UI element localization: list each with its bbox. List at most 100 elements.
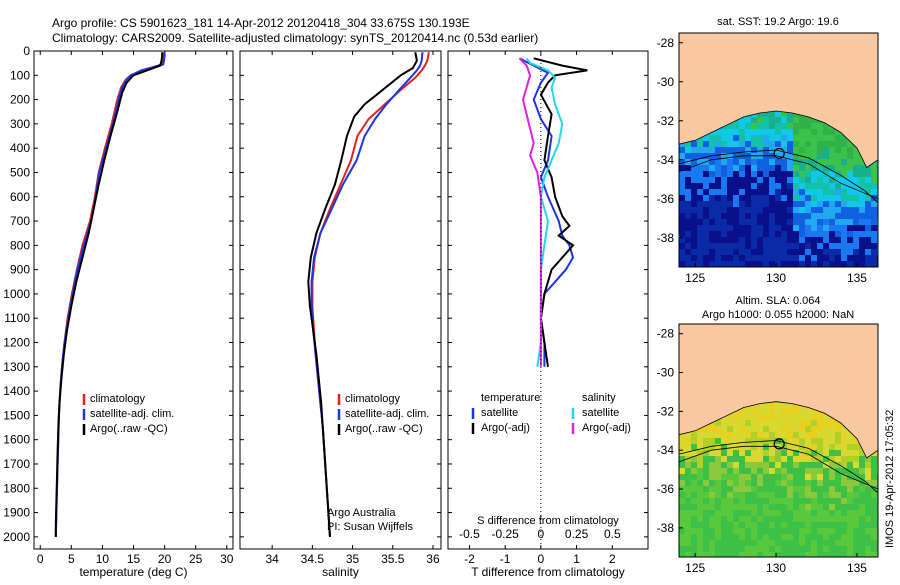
sst-map-cell (781, 207, 788, 214)
temperature-ytick-label: 1100 (4, 311, 30, 325)
sla-map-cell (721, 540, 728, 547)
sst-map-cell (715, 159, 722, 166)
sla-map-cell (697, 462, 704, 469)
salinity-series-line (310, 52, 424, 537)
sla-map-cell (679, 474, 686, 481)
sla-map-cell (781, 522, 788, 529)
temperature-xlabel: temperature (deg C) (79, 565, 187, 579)
sla-map-cell (709, 444, 716, 451)
sla-map-cell (733, 432, 740, 439)
sst-map-cell (715, 231, 722, 238)
sla-map-cell (835, 498, 842, 505)
sla-map-cell (727, 528, 734, 535)
sla-map-cell (841, 534, 848, 541)
sla-map-cell (775, 546, 782, 553)
sst-map-cell (871, 189, 878, 196)
sla-map-cell (793, 480, 800, 487)
sst-map-cell (835, 159, 842, 166)
sla-map-cell (799, 456, 806, 463)
sst-map-cell (757, 171, 764, 178)
sla-map-cell (697, 444, 704, 451)
sst-map-cell (799, 201, 806, 208)
sst-map-cell (775, 201, 782, 208)
sla-map-cell (769, 540, 776, 547)
sla-map-isobath-line (679, 445, 878, 490)
sla-map-cell (841, 450, 848, 457)
sst-map-cell (745, 213, 752, 220)
sla-map-cell (799, 486, 806, 493)
sla-map-cell (829, 468, 836, 475)
sst-map-cell (757, 225, 764, 232)
salinity-legend-label: Argo(..raw -QC) (345, 423, 423, 435)
sst-map-cell (703, 183, 710, 190)
sla-map-cell (799, 516, 806, 523)
sst-map-cell (811, 231, 818, 238)
sst-map-cell (817, 171, 824, 178)
sla-map-cell (811, 492, 818, 499)
sla-map-cell (775, 522, 782, 529)
sla-map-cell (727, 504, 734, 511)
sla-map-cell (679, 498, 686, 505)
sst-map-cell (817, 201, 824, 208)
sst-map-cell (769, 111, 776, 118)
sla-map-cell (841, 480, 848, 487)
sst-map-cell (805, 213, 812, 220)
sst-map-cell (733, 123, 740, 130)
sla-map-cell (733, 522, 740, 529)
sla-map-cell (841, 498, 848, 505)
sst-map-cell (799, 231, 806, 238)
sst-map-cell (757, 261, 764, 267)
sst-map-cell (829, 183, 836, 190)
sst-map-cell (763, 249, 770, 256)
sst-map-cell (715, 141, 722, 148)
sst-map-cell (811, 261, 818, 267)
sst-map-cell (733, 135, 740, 142)
sst-map-cell (769, 231, 776, 238)
sst-map-cell (709, 141, 716, 148)
sst-map-cell (805, 261, 812, 267)
sst-map-cell (871, 195, 878, 202)
sst-map-cell (841, 159, 848, 166)
sla-map-cell (691, 546, 698, 553)
sst-map-cell (685, 147, 692, 154)
sst-map-cell (757, 249, 764, 256)
sst-map-cell (715, 243, 722, 250)
sst-map-cell (727, 177, 734, 184)
sla-map-cell (811, 510, 818, 517)
sst-map-cell (793, 135, 800, 142)
sla-map-cell (829, 462, 836, 469)
sla-map-cell (763, 528, 770, 535)
difference-xtick-label: 1 (573, 552, 580, 566)
sst-map-cell (733, 147, 740, 154)
sst-map-cell (811, 243, 818, 250)
temperature-legend-label: Argo(..raw -QC) (90, 423, 168, 435)
sst-map-cell (685, 243, 692, 250)
sla-map-cell (727, 480, 734, 487)
sla-map-cell (823, 498, 830, 505)
sla-map-cell (715, 444, 722, 451)
sst-map-cell (757, 195, 764, 202)
sla-map-cell (781, 408, 788, 415)
sst-map-cell (793, 123, 800, 130)
sla-map-cell (871, 540, 878, 547)
sla-map-cell (835, 480, 842, 487)
sst-map-cell (781, 177, 788, 184)
sst-map-cell (769, 255, 776, 262)
sla-map-cell (745, 546, 752, 553)
sla-map-cell (679, 492, 686, 499)
sla-map-cell (751, 522, 758, 529)
salinity-diff-axis-label: S difference from climatology (477, 515, 619, 527)
sst-map-cell (697, 249, 704, 256)
sst-map-cell (787, 159, 794, 166)
sst-map-cell (721, 213, 728, 220)
sst-map-cell (835, 201, 842, 208)
sla-map-cell (859, 516, 866, 523)
sst-map-cell (853, 237, 860, 244)
sla-map-cell (697, 510, 704, 517)
sst-map-cell (757, 165, 764, 172)
sla-map-cell (739, 492, 746, 499)
sla-map-cell (799, 444, 806, 451)
sst-map-cell (781, 237, 788, 244)
sla-map-cell (727, 432, 734, 439)
sst-map-cell (727, 159, 734, 166)
